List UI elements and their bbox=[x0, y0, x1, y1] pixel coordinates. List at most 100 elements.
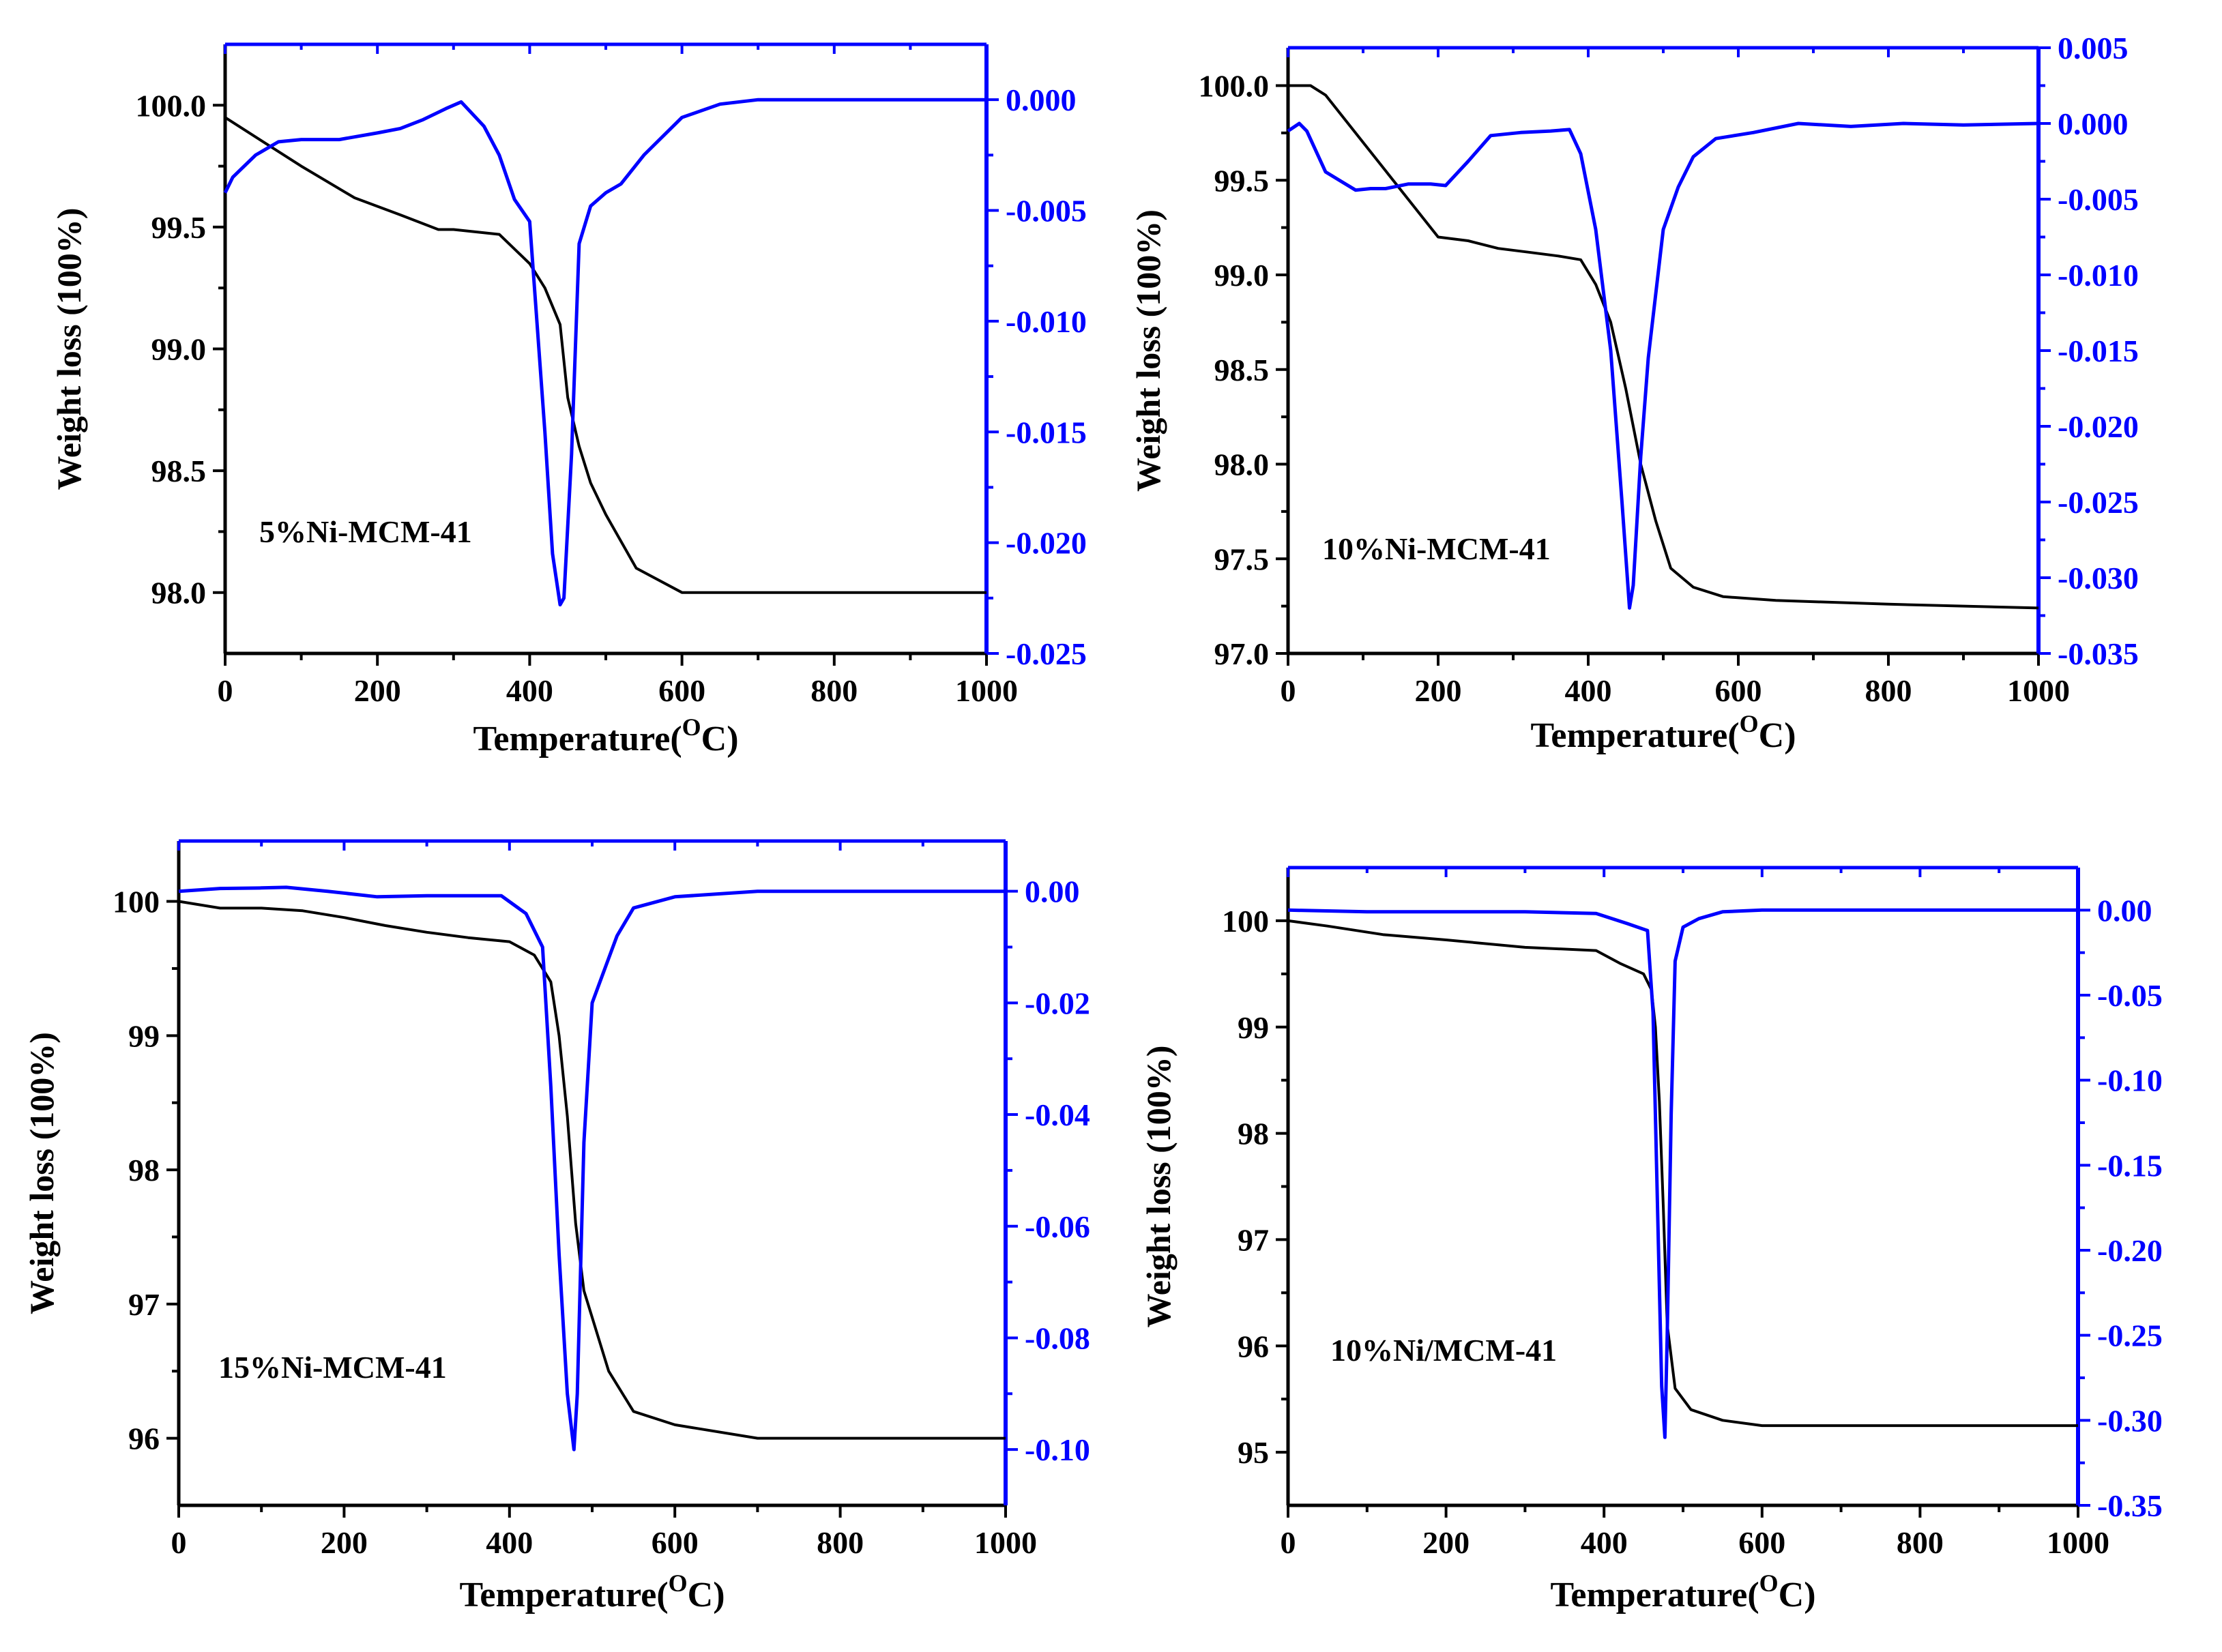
x-tick-label: 200 bbox=[321, 1525, 368, 1560]
y-right-tick-label: -0.025 bbox=[2058, 485, 2139, 520]
y-left-tick-label: 97 bbox=[128, 1287, 160, 1322]
x-axis-label-unit: C) bbox=[1759, 716, 1796, 755]
x-axis-label-text: Temperature( bbox=[473, 720, 682, 758]
x-tick-label: 400 bbox=[1581, 1525, 1628, 1560]
y-right-tick-label: 0.005 bbox=[2058, 31, 2129, 65]
y-left-tick-label: 100 bbox=[113, 885, 160, 919]
y-left-tick-label: 99.5 bbox=[151, 210, 207, 245]
y-right-tick-label: -0.005 bbox=[1006, 194, 1087, 228]
y-right-tick-label: -0.10 bbox=[1025, 1432, 1090, 1467]
y-left-tick-label: 99 bbox=[1238, 1010, 1269, 1045]
x-axis-label-superscript: O bbox=[669, 1569, 688, 1597]
y-right-tick-label: -0.05 bbox=[2097, 978, 2163, 1013]
x-tick-label: 0 bbox=[171, 1525, 187, 1560]
y-right-tick-label: -0.10 bbox=[2097, 1063, 2163, 1098]
y-right-tick-label: -0.035 bbox=[2058, 636, 2139, 671]
x-axis-label-unit: C) bbox=[1779, 1576, 1816, 1614]
y-right-tick-label: -0.015 bbox=[1006, 415, 1087, 449]
x-tick-label: 200 bbox=[1415, 673, 1462, 708]
x-tick-label: 1000 bbox=[955, 673, 1018, 708]
x-tick-label: 1000 bbox=[2047, 1525, 2109, 1560]
y-left-tick-label: 98 bbox=[128, 1153, 160, 1188]
x-tick-label: 400 bbox=[1565, 673, 1612, 708]
sample-label: 15%Ni-MCM-41 bbox=[218, 1350, 447, 1385]
y-right-tick-label: -0.030 bbox=[2058, 561, 2139, 595]
x-axis-label-text: Temperature( bbox=[1550, 1576, 1759, 1614]
x-tick-label: 0 bbox=[218, 673, 233, 708]
y-right-tick-label: -0.25 bbox=[2097, 1318, 2163, 1353]
x-tick-label: 800 bbox=[1897, 1525, 1944, 1560]
x-tick-label: 800 bbox=[1865, 673, 1912, 708]
x-axis-label-superscript: O bbox=[1759, 1569, 1779, 1597]
x-tick-label: 1000 bbox=[2007, 673, 2070, 708]
y-right-tick-label: -0.015 bbox=[2058, 334, 2139, 368]
x-axis-label-superscript: O bbox=[1740, 710, 1759, 737]
x-axis-label-text: Temperature( bbox=[1530, 716, 1739, 755]
y-left-tick-label: 98.5 bbox=[151, 454, 207, 488]
x-axis-label-text: Temperature( bbox=[459, 1576, 668, 1614]
y-axis-label: Weight loss (100%) bbox=[23, 1032, 61, 1314]
weight-loss-line bbox=[1288, 86, 2038, 608]
y-right-tick-label: -0.35 bbox=[2097, 1488, 2163, 1523]
y-right-tick-label: -0.20 bbox=[2097, 1233, 2163, 1268]
x-axis-label: Temperature(OC) bbox=[1530, 710, 1796, 755]
y-right-tick-label: -0.020 bbox=[1006, 526, 1087, 561]
x-axis-label: Temperature(OC) bbox=[1550, 1569, 1815, 1614]
x-tick-label: 400 bbox=[506, 673, 553, 708]
sample-label: 10%Ni-MCM-41 bbox=[1322, 531, 1551, 566]
y-right-tick-label: -0.005 bbox=[2058, 182, 2139, 217]
y-left-tick-label: 97 bbox=[1238, 1222, 1269, 1257]
y-right-tick-label: 0.00 bbox=[1025, 874, 1080, 909]
x-tick-label: 1000 bbox=[974, 1525, 1037, 1560]
tga-figure: 0 200 400 600 800 100098.098.599.099.5100.0 0.… bbox=[0, 0, 2222, 1652]
x-tick-label: 600 bbox=[652, 1525, 699, 1560]
y-left-tick-label: 96 bbox=[1238, 1329, 1269, 1363]
sample-label: 10%Ni/MCM-41 bbox=[1330, 1333, 1557, 1368]
y-left-tick-label: 99.0 bbox=[1214, 258, 1270, 293]
x-tick-label: 600 bbox=[1715, 673, 1762, 708]
y-right-tick-label: -0.020 bbox=[2058, 409, 2139, 444]
y-left-tick-label: 95 bbox=[1238, 1435, 1269, 1470]
y-right-tick-label: -0.010 bbox=[2058, 258, 2139, 293]
y-left-tick-label: 97.5 bbox=[1214, 542, 1270, 576]
y-left-tick-label: 96 bbox=[128, 1421, 160, 1456]
y-right-tick-label: -0.010 bbox=[1006, 304, 1087, 339]
x-axis-label-unit: C) bbox=[688, 1576, 725, 1614]
x-tick-label: 0 bbox=[1281, 1525, 1296, 1560]
y-left-tick-label: 98.0 bbox=[151, 576, 207, 610]
y-left-tick-label: 97.0 bbox=[1214, 636, 1270, 671]
y-right-tick-label: 0.000 bbox=[2058, 106, 2129, 141]
y-left-tick-label: 98.0 bbox=[1214, 447, 1270, 482]
y-right-tick-label: -0.025 bbox=[1006, 636, 1087, 671]
y-right-tick-label: -0.02 bbox=[1025, 986, 1090, 1020]
y-left-tick-label: 98.5 bbox=[1214, 353, 1270, 387]
x-tick-label: 200 bbox=[354, 673, 401, 708]
x-tick-label: 600 bbox=[658, 673, 705, 708]
x-axis-label: Temperature(OC) bbox=[459, 1569, 725, 1614]
x-axis-label-superscript: O bbox=[682, 713, 701, 741]
x-tick-label: 800 bbox=[817, 1525, 864, 1560]
y-left-tick-label: 100 bbox=[1222, 904, 1269, 939]
y-right-tick-label: 0.00 bbox=[2097, 893, 2152, 928]
x-tick-label: 0 bbox=[1281, 673, 1296, 708]
y-right-tick-label: -0.08 bbox=[1025, 1321, 1090, 1355]
y-right-tick-label: 0.000 bbox=[1006, 83, 1077, 117]
x-axis-label: Temperature(OC) bbox=[473, 713, 738, 758]
y-left-tick-label: 99.5 bbox=[1214, 163, 1270, 198]
sample-label: 5%Ni-MCM-41 bbox=[259, 514, 472, 549]
y-right-tick-label: -0.06 bbox=[1025, 1209, 1090, 1244]
x-tick-label: 200 bbox=[1422, 1525, 1470, 1560]
y-axis-label: Weight loss (100%) bbox=[1139, 1046, 1178, 1328]
panel-1: 0 200 400 600 800 1000 98.0 98.5 99.0 99.5 100.0 0.… bbox=[50, 44, 1087, 758]
panel-3: 0 200 400 600 800 1000 96 97 98 99 100 0.00 -0.02 -0.… bbox=[23, 841, 1090, 1614]
y-left-tick-label: 99 bbox=[128, 1018, 160, 1053]
x-tick-label: 400 bbox=[486, 1525, 533, 1560]
x-axis-label-unit: C) bbox=[701, 720, 739, 758]
x-tick-label: 600 bbox=[1738, 1525, 1785, 1560]
y-left-tick-label: 99.0 bbox=[151, 332, 207, 367]
y-axis-label: Weight loss (100%) bbox=[1129, 209, 1167, 492]
y-left-tick-label: 100.0 bbox=[136, 88, 207, 123]
y-axis-label: Weight loss (100%) bbox=[50, 208, 88, 490]
panel-4: 0 200 400 600 800 1000 95 96 97 98 99 100 0.00 -0.05 -… bbox=[1139, 868, 2163, 1614]
y-right-tick-label: -0.15 bbox=[2097, 1148, 2163, 1183]
